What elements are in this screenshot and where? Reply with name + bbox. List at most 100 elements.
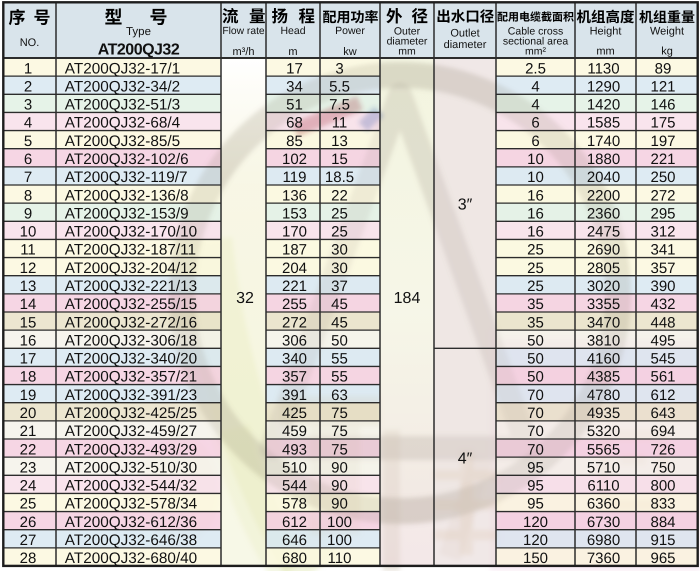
svg-text:255: 255 bbox=[282, 296, 307, 313]
svg-text:16: 16 bbox=[527, 205, 544, 222]
svg-text:3020: 3020 bbox=[587, 278, 620, 295]
svg-text:7.5: 7.5 bbox=[329, 97, 350, 114]
svg-text:561: 561 bbox=[650, 369, 675, 386]
svg-text:45: 45 bbox=[331, 314, 348, 331]
svg-text:612: 612 bbox=[282, 514, 307, 531]
svg-text:3355: 3355 bbox=[587, 296, 620, 313]
svg-text:2.5: 2.5 bbox=[525, 60, 546, 77]
svg-text:13: 13 bbox=[20, 278, 37, 295]
svg-text:30: 30 bbox=[331, 260, 348, 277]
svg-text:AT200QJ32-510/30: AT200QJ32-510/30 bbox=[65, 459, 197, 476]
svg-text:3810: 3810 bbox=[587, 332, 620, 349]
svg-text:100: 100 bbox=[327, 532, 352, 549]
svg-text:643: 643 bbox=[650, 405, 675, 422]
svg-text:AT200QJ32-612/36: AT200QJ32-612/36 bbox=[65, 514, 197, 531]
svg-text:10: 10 bbox=[527, 151, 544, 168]
svg-text:915: 915 bbox=[650, 532, 675, 549]
svg-text:AT200QJ32-85/5: AT200QJ32-85/5 bbox=[65, 133, 180, 150]
svg-text:AT200QJ32-306/18: AT200QJ32-306/18 bbox=[65, 332, 197, 349]
svg-text:2200: 2200 bbox=[587, 187, 620, 204]
svg-text:55: 55 bbox=[331, 369, 348, 386]
svg-text:495: 495 bbox=[650, 332, 675, 349]
svg-text:16: 16 bbox=[527, 187, 544, 204]
svg-text:3: 3 bbox=[24, 97, 32, 114]
svg-text:510: 510 bbox=[282, 459, 307, 476]
svg-text:50: 50 bbox=[527, 351, 544, 368]
svg-text:50: 50 bbox=[331, 332, 348, 349]
svg-text:23: 23 bbox=[20, 459, 37, 476]
svg-text:75: 75 bbox=[331, 405, 348, 422]
svg-text:8: 8 bbox=[24, 187, 32, 204]
svg-text:68: 68 bbox=[286, 115, 303, 132]
svg-text:121: 121 bbox=[650, 78, 675, 95]
svg-text:Flow rate: Flow rate bbox=[222, 26, 265, 37]
svg-text:25: 25 bbox=[20, 496, 37, 513]
svg-text:95: 95 bbox=[527, 478, 544, 495]
svg-text:4385: 4385 bbox=[587, 369, 620, 386]
svg-text:15: 15 bbox=[20, 314, 37, 331]
svg-text:146: 146 bbox=[650, 97, 675, 114]
svg-text:3: 3 bbox=[335, 60, 343, 77]
svg-text:4″: 4″ bbox=[458, 450, 473, 467]
svg-text:95: 95 bbox=[527, 459, 544, 476]
svg-text:mm²: mm² bbox=[525, 46, 546, 58]
svg-text:55: 55 bbox=[331, 351, 348, 368]
svg-text:1585: 1585 bbox=[587, 115, 620, 132]
svg-text:170: 170 bbox=[282, 224, 307, 241]
svg-text:25: 25 bbox=[331, 224, 348, 241]
svg-text:70: 70 bbox=[527, 441, 544, 458]
svg-text:AT200QJ32-187/11: AT200QJ32-187/11 bbox=[65, 242, 196, 259]
svg-text:432: 432 bbox=[650, 296, 675, 313]
svg-text:30: 30 bbox=[331, 242, 348, 259]
svg-text:90: 90 bbox=[331, 496, 348, 513]
svg-text:25: 25 bbox=[331, 205, 348, 222]
svg-text:AT200QJ32-34/2: AT200QJ32-34/2 bbox=[65, 78, 180, 95]
svg-text:AT200QJ32-357/21: AT200QJ32-357/21 bbox=[65, 369, 197, 386]
svg-text:AT200QJ32-17/1: AT200QJ32-17/1 bbox=[65, 60, 180, 77]
svg-text:20: 20 bbox=[20, 405, 37, 422]
svg-text:2360: 2360 bbox=[587, 205, 620, 222]
svg-text:544: 544 bbox=[282, 478, 307, 495]
svg-text:mm: mm bbox=[398, 46, 416, 58]
svg-text:425: 425 bbox=[282, 405, 307, 422]
svg-text:295: 295 bbox=[650, 205, 675, 222]
svg-text:391: 391 bbox=[282, 387, 307, 404]
svg-text:272: 272 bbox=[650, 187, 675, 204]
svg-text:4780: 4780 bbox=[587, 387, 620, 404]
svg-text:726: 726 bbox=[650, 441, 675, 458]
svg-text:AT200QJ32-221/13: AT200QJ32-221/13 bbox=[65, 278, 197, 295]
svg-text:578: 578 bbox=[282, 496, 307, 513]
svg-text:75: 75 bbox=[331, 423, 348, 440]
svg-text:Outlet: Outlet bbox=[450, 27, 479, 39]
svg-text:Weight: Weight bbox=[650, 26, 684, 38]
svg-text:9: 9 bbox=[24, 205, 32, 222]
svg-text:2805: 2805 bbox=[587, 260, 620, 277]
svg-text:16: 16 bbox=[527, 224, 544, 241]
svg-text:diameter: diameter bbox=[444, 39, 487, 51]
svg-text:25: 25 bbox=[527, 278, 544, 295]
svg-text:2690: 2690 bbox=[587, 242, 620, 259]
svg-text:51: 51 bbox=[286, 97, 303, 114]
svg-text:153: 153 bbox=[282, 205, 307, 222]
svg-text:10: 10 bbox=[527, 169, 544, 186]
svg-text:AT200QJ32-680/40: AT200QJ32-680/40 bbox=[65, 550, 197, 567]
svg-text:50: 50 bbox=[527, 369, 544, 386]
svg-text:6: 6 bbox=[24, 151, 32, 168]
svg-text:AT200QJ32-119/7: AT200QJ32-119/7 bbox=[65, 169, 188, 186]
svg-text:Head: Head bbox=[280, 25, 305, 37]
svg-text:89: 89 bbox=[655, 60, 672, 77]
svg-text:175: 175 bbox=[650, 115, 675, 132]
svg-text:5320: 5320 bbox=[587, 423, 620, 440]
svg-text:AT200QJ32-272/16: AT200QJ32-272/16 bbox=[65, 314, 197, 331]
svg-text:11: 11 bbox=[332, 115, 348, 132]
svg-text:17: 17 bbox=[286, 60, 303, 77]
svg-text:11: 11 bbox=[20, 242, 36, 259]
svg-text:459: 459 bbox=[282, 423, 307, 440]
svg-text:sectional area: sectional area bbox=[503, 36, 569, 48]
svg-text:6360: 6360 bbox=[587, 496, 620, 513]
svg-text:1740: 1740 bbox=[587, 133, 620, 150]
svg-text:Cable cross: Cable cross bbox=[508, 26, 563, 38]
svg-text:63: 63 bbox=[331, 387, 348, 404]
svg-text:646: 646 bbox=[282, 532, 307, 549]
svg-text:37: 37 bbox=[331, 278, 348, 295]
